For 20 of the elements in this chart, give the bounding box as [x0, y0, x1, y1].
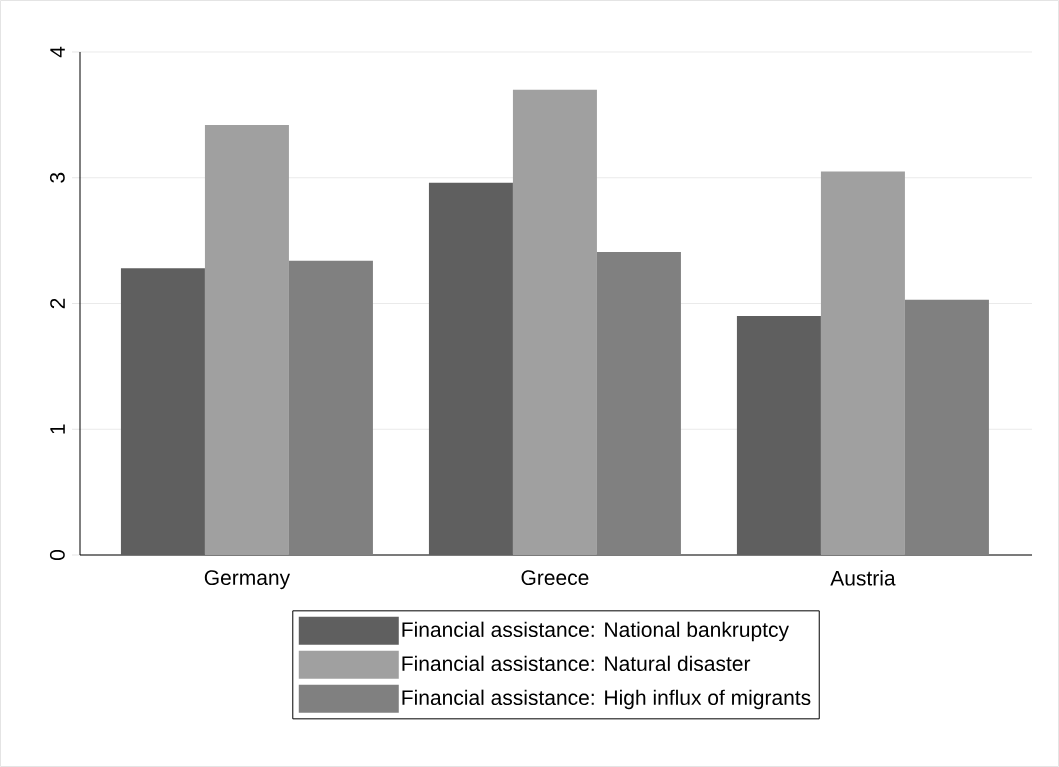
- y-tick-label: 2: [50, 298, 65, 309]
- y-tick-label: 0: [49, 549, 65, 561]
- legend-label: Financial assistance: High influx of migrants: [402, 689, 811, 710]
- x-tick-label: Greece: [521, 570, 589, 586]
- legend-label: Financial assistance: Natural disaster: [402, 655, 751, 672]
- x-tick-label: Germany: [204, 570, 291, 590]
- x-tick-label: Austria: [830, 570, 896, 586]
- y-tick-label: 1: [50, 424, 65, 434]
- y-tick-label: 4: [50, 46, 65, 58]
- legend-label: Financial assistance: National bankruptcy: [402, 621, 789, 642]
- y-tick-label: 3: [49, 172, 65, 183]
- bar: [820, 171, 905, 555]
- bar: [428, 182, 513, 555]
- bar: [904, 299, 989, 555]
- bar: [596, 251, 681, 555]
- bar: [736, 316, 821, 555]
- bar: [120, 268, 205, 555]
- bar: [512, 89, 597, 555]
- bar: [204, 124, 289, 555]
- bar: [288, 260, 373, 555]
